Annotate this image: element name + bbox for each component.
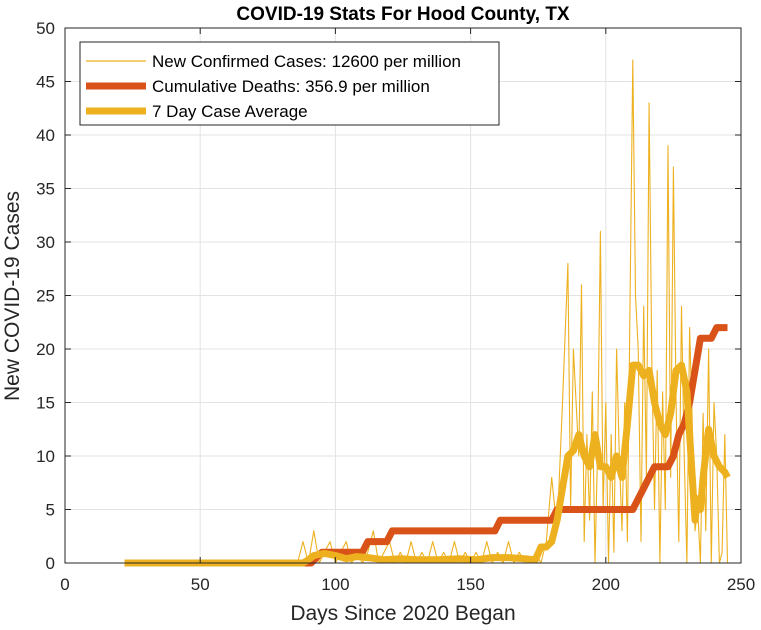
legend: New Confirmed Cases: 12600 per million C… [79,41,500,126]
y-tick-label: 45 [36,73,55,92]
legend-label-cumulative-deaths: Cumulative Deaths: 356.9 per million [152,77,430,96]
series-line-cumulative-deaths [124,324,728,567]
y-tick-label: 5 [46,501,55,520]
legend-box [79,41,500,126]
y-tick-label: 50 [36,19,55,38]
series-line-new-confirmed-cases [124,59,729,564]
y-tick-label: 35 [36,180,55,199]
y-tick-label: 40 [36,126,55,145]
legend-label-7day-average: 7 Day Case Average [152,102,308,121]
x-tick-label: 100 [321,575,349,594]
y-tick-label: 0 [46,554,55,573]
x-tick-label: 200 [592,575,620,594]
y-tick-label: 10 [36,447,55,466]
y-tick-label: 25 [36,287,55,306]
y-tick-label: 15 [36,394,55,413]
legend-label-new-cases: New Confirmed Cases: 12600 per million [152,52,461,71]
y-tick-label: 30 [36,233,55,252]
x-tick-label: 0 [60,575,69,594]
x-tick-label: 150 [456,575,484,594]
x-axis-label: Days Since 2020 Began [290,602,515,625]
tick-labels: 0 50 100 150 200 250 0 5 10 15 20 25 30 35 40 45 50 [36,19,755,594]
y-axis-label: New COVID-19 Cases [1,191,24,401]
y-tick-label: 20 [36,340,55,359]
series-layer [124,59,731,567]
x-tick-label: 50 [191,575,210,594]
series-line-7day-case-average [124,361,731,567]
x-tick-label: 250 [727,575,755,594]
chart-title: COVID-19 Stats For Hood County, TX [236,4,570,25]
